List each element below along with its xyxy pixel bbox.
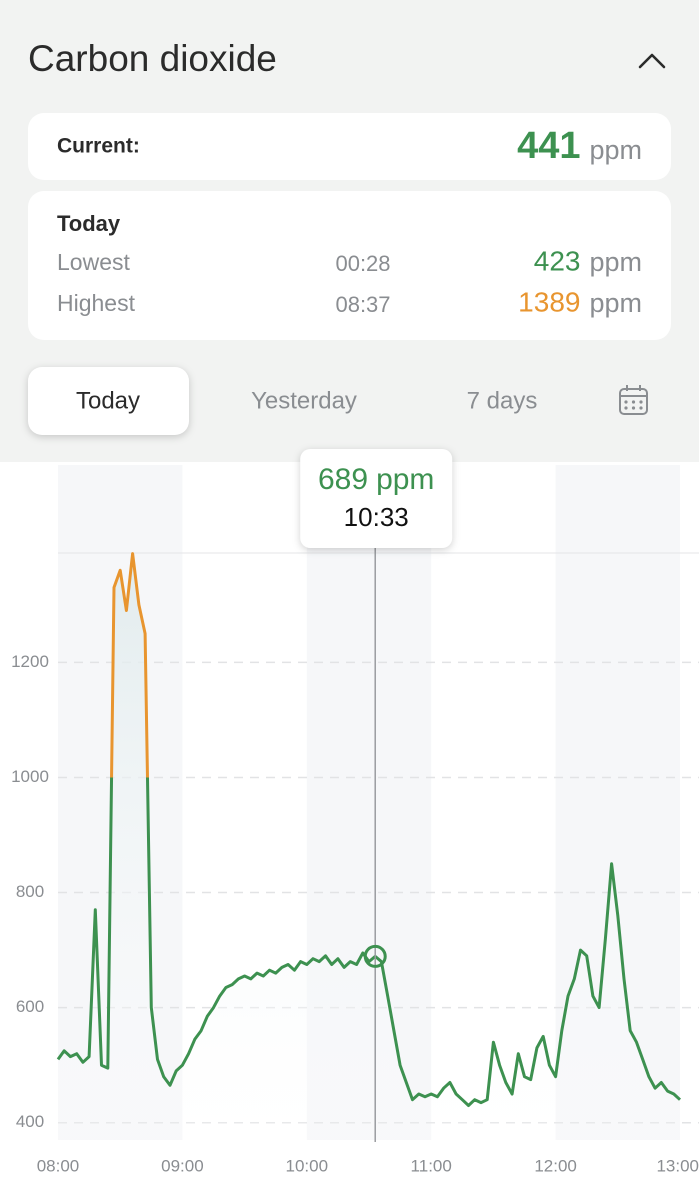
x-tick-label: 09:00 [161, 1156, 204, 1175]
selected-point [363, 944, 387, 968]
collapse-button[interactable] [638, 53, 666, 69]
x-tick-label: 11:00 [411, 1156, 452, 1175]
tooltip-time: 10:33 [344, 502, 409, 532]
tooltip [300, 449, 453, 548]
x-tick-label: 08:00 [37, 1156, 80, 1175]
tooltip-value: 689 [318, 463, 368, 496]
y-tick-label: 800 [16, 882, 44, 901]
unit: ppm [589, 247, 642, 277]
y-tick-label: 400 [16, 1112, 44, 1131]
row-time: 08:37 [335, 292, 390, 317]
tab-active[interactable] [28, 367, 189, 435]
unit: ppm [589, 135, 642, 165]
row-value: 423 [534, 245, 581, 276]
current-label: Current: [57, 135, 140, 158]
y-tick-label: 1000 [11, 767, 49, 786]
today-rows: Lowest 00:28 ppm 423 Highest 08:37 ppm 1389 [57, 245, 642, 318]
calendar-icon [619, 388, 648, 415]
tab[interactable]: Today [76, 387, 140, 414]
tab[interactable]: 7 days [467, 387, 538, 414]
tooltip-unit: ppm [376, 463, 434, 496]
y-tick-label: 1200 [11, 652, 49, 671]
x-tick-label: 13:00 [656, 1156, 699, 1175]
calendar-button[interactable] [619, 385, 648, 415]
calendar-icon-dot [639, 406, 643, 410]
calendar-icon-dot [624, 406, 628, 410]
y-tick-label: 600 [16, 997, 44, 1016]
tab[interactable]: Yesterday [251, 387, 357, 414]
calendar-icon-dot [639, 400, 643, 404]
line [56, 552, 682, 1107]
calendar-icon-dot [624, 400, 628, 404]
row-value: 1389 [518, 286, 580, 317]
area [58, 553, 680, 1140]
current-value: 441 [517, 125, 580, 167]
today-title: Today [57, 211, 121, 236]
calendar-icon-dot [631, 400, 636, 404]
row-label: Highest [57, 290, 136, 316]
row-label: Lowest [57, 249, 130, 275]
tabs: Today Yesterday 7 days [76, 387, 537, 414]
title: Carbon dioxide [28, 38, 277, 79]
calendar-icon-dot [631, 406, 636, 410]
x-tick-label: 12:00 [534, 1156, 577, 1175]
current-card [28, 113, 671, 180]
x-tick-label: 10:00 [286, 1156, 329, 1175]
row-time: 00:28 [335, 251, 390, 276]
today-card [28, 191, 671, 340]
chart[interactable]: 400 600 800 1000 1200 08:00 09:00 10:00 11:00 12:… [11, 449, 699, 1175]
unit: ppm [589, 288, 642, 318]
